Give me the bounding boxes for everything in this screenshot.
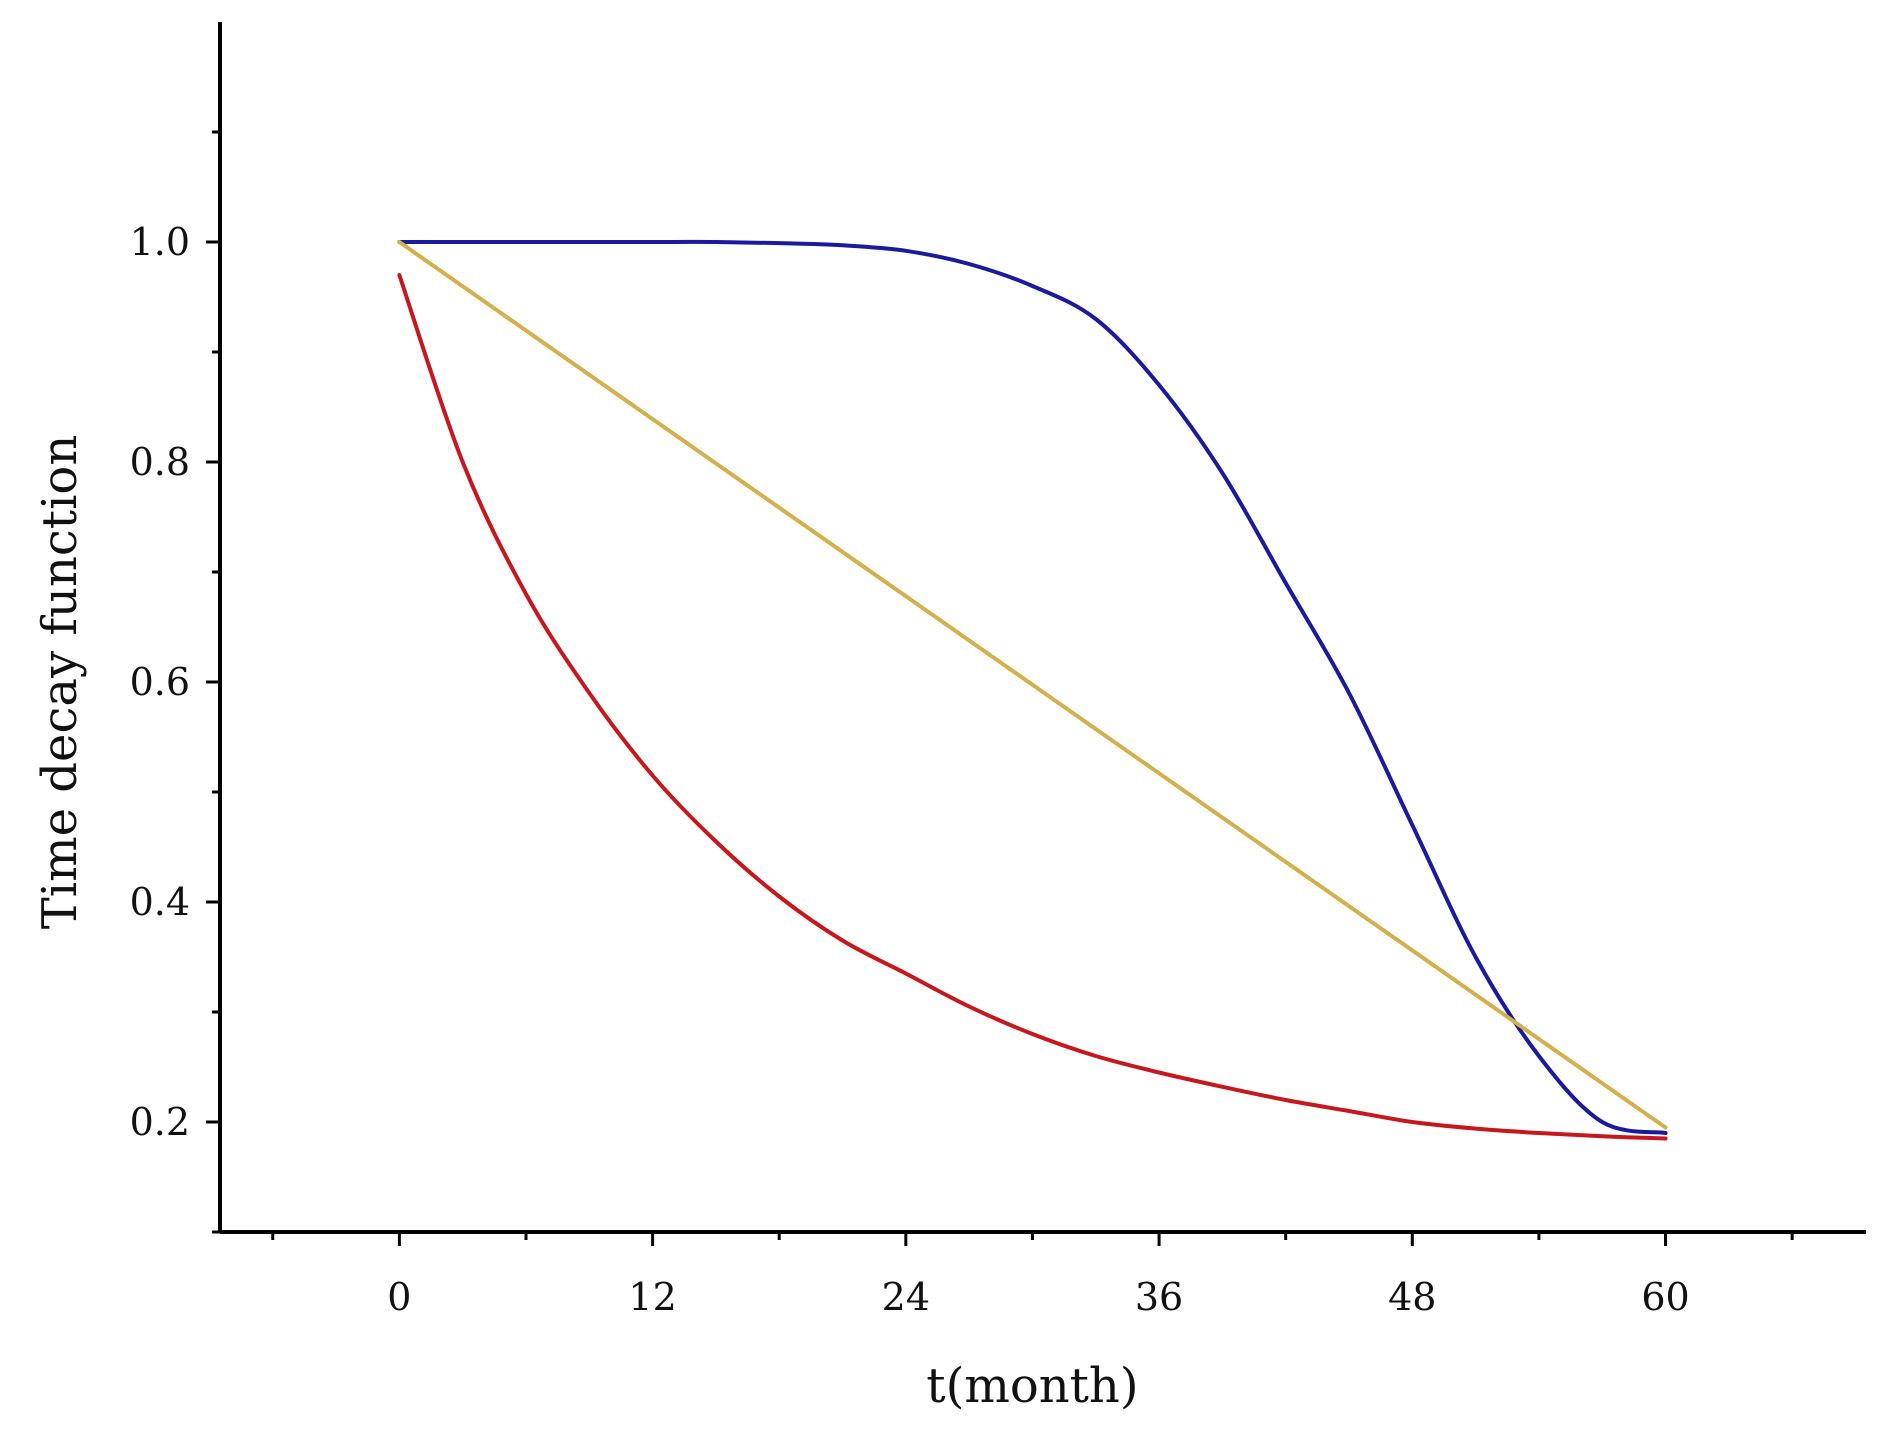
x-tick-label: 12 bbox=[628, 1275, 676, 1319]
x-axis-title: t(month) bbox=[926, 1358, 1138, 1414]
y-axis-title: Time decay function bbox=[32, 435, 88, 929]
x-tick-label: 60 bbox=[1641, 1275, 1689, 1319]
x-tick-label: 48 bbox=[1388, 1275, 1436, 1319]
y-tick-label: 1.0 bbox=[130, 220, 190, 264]
x-tick-label: 24 bbox=[882, 1275, 930, 1319]
y-tick-label: 0.2 bbox=[130, 1100, 190, 1144]
y-tick-label: 0.6 bbox=[130, 660, 190, 704]
x-tick-label: 0 bbox=[387, 1275, 411, 1319]
y-tick-label: 0.8 bbox=[130, 440, 190, 484]
x-tick-label: 36 bbox=[1135, 1275, 1183, 1319]
series-lines bbox=[397, 239, 1668, 1141]
y-tick-label: 0.4 bbox=[130, 880, 190, 924]
axis-labels: t(month) Time decay function bbox=[32, 435, 1139, 1414]
series-line-3 bbox=[397, 273, 1668, 1141]
series-line-1 bbox=[397, 239, 1668, 1135]
axes: 0 12 24 36 48 60 0.2 0.4 0.6 0.8 1.0 bbox=[130, 22, 1866, 1319]
series-line-2 bbox=[397, 240, 1668, 1130]
